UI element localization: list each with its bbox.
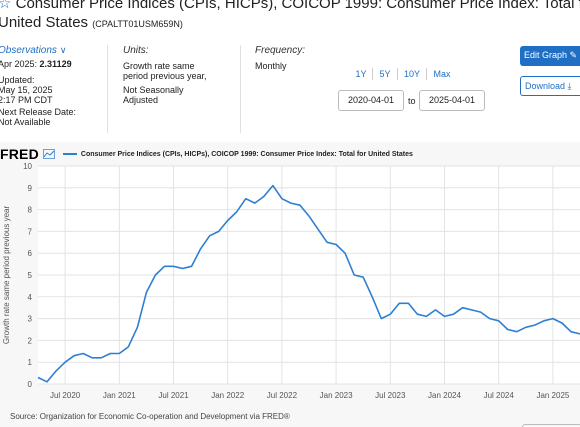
x-tick-label: Jan 2021 — [103, 391, 136, 400]
divider — [107, 45, 108, 133]
edit-graph-label: Edit Graph — [524, 50, 568, 60]
x-tick-label: Jul 2023 — [375, 391, 406, 400]
frequency-panel: Frequency: Monthly — [255, 45, 325, 71]
source-note: Source: Organization for Economic Co-ope… — [10, 412, 290, 421]
next-release-value: Not Available — [0, 117, 51, 127]
x-tick-label: Jan 2024 — [428, 391, 461, 400]
title-line2: United States — [0, 14, 89, 31]
line-chart[interactable]: 0 1 2 3 4 5 6 7 8 9 10 Jul 2020 Jan 2021 Jul 2021 Jan … — [0, 160, 580, 410]
x-tick-label: Jul 2021 — [158, 391, 189, 400]
range-buttons: 1Y 5Y 10Y Max — [350, 68, 480, 80]
next-release-label: Next Release Date: — [0, 107, 77, 117]
chevron-down-icon: ∨ — [59, 45, 67, 55]
x-tick-label: Jul 2020 — [50, 391, 81, 400]
chart-mini-icon — [42, 149, 55, 159]
range-max-button[interactable]: Max — [433, 69, 451, 79]
units-adjust-line1: Not Seasonally — [123, 85, 184, 95]
x-tick-label: Jan 2025 — [536, 391, 569, 400]
units-label: Units: — [123, 45, 149, 56]
edit-icon: ✎ — [569, 50, 578, 60]
y-tick-label: 7 — [28, 227, 33, 236]
observation-value: 2.31129 — [39, 59, 72, 69]
chart-header: FRED Consumer Price Indices (CPIs, HICPs… — [0, 146, 413, 162]
observations-panel: Observations ∨ Apr 2025: 2.31129 Updated… — [0, 45, 98, 127]
legend-swatch — [62, 153, 77, 155]
title-line1: Consumer Price Indices (CPIs, HICPs), CO… — [15, 0, 580, 12]
x-tick-label: Jan 2023 — [320, 391, 353, 400]
observations-dropdown[interactable]: Observations ∨ — [0, 45, 98, 56]
page-title: ☆ Consumer Price Indices (CPIs, HICPs), … — [0, 0, 580, 34]
range-5y-button[interactable]: 5Y — [379, 69, 391, 79]
fred-logo: FRED — [0, 146, 39, 162]
y-tick-label: 4 — [28, 293, 33, 302]
units-value-line2: period previous year, — [123, 71, 207, 81]
units-value-line1: Growth rate same — [123, 61, 195, 71]
share-button[interactable] — [522, 424, 580, 427]
frequency-label: Frequency: — [255, 45, 306, 56]
updated-time: 2:17 PM CDT — [0, 95, 53, 105]
updated-label: Updated: — [0, 75, 35, 85]
to-label: to — [408, 96, 416, 106]
x-tick-label: Jul 2022 — [267, 391, 298, 400]
series-line — [37, 184, 580, 383]
legend-label: Consumer Price Indices (CPIs, HICPs), CO… — [80, 150, 413, 158]
y-tick-label: 3 — [28, 315, 33, 324]
units-panel: Units: Growth rate same period previous … — [123, 45, 233, 105]
series-code: (CPALTT01USM659N) — [92, 19, 183, 29]
download-button[interactable]: Download ⤓ — [520, 76, 580, 96]
x-tick-label: Jul 2024 — [484, 391, 515, 400]
observation-period: Apr 2025: — [0, 59, 38, 69]
y-axis-label: Growth rate same period previous year — [2, 206, 11, 345]
range-10y-button[interactable]: 10Y — [403, 69, 420, 79]
observations-label: Observations — [0, 45, 57, 56]
updated-date: May 15, 2025 — [0, 85, 53, 95]
start-date-input[interactable]: 2020-04-01 — [338, 90, 404, 111]
divider — [240, 45, 241, 133]
y-tick-label: 10 — [23, 162, 32, 171]
download-icon: ⤓ — [567, 81, 572, 91]
y-tick-label: 1 — [28, 358, 33, 367]
x-tick-label: Jan 2022 — [211, 391, 244, 400]
edit-graph-button[interactable]: Edit Graph ✎ — [520, 46, 580, 66]
end-date-input[interactable]: 2025-04-01 — [419, 90, 485, 111]
y-tick-label: 9 — [28, 184, 33, 193]
units-adjust-line2: Adjusted — [123, 95, 159, 105]
y-tick-label: 8 — [28, 206, 33, 215]
frequency-value: Monthly — [255, 61, 287, 71]
download-label: Download — [525, 81, 566, 91]
y-tick-label: 5 — [28, 271, 33, 280]
y-tick-label: 2 — [28, 336, 33, 345]
y-tick-label: 0 — [28, 380, 33, 389]
star-outline-icon[interactable]: ☆ — [0, 0, 12, 12]
range-1y-button[interactable]: 1Y — [355, 69, 367, 79]
y-tick-label: 6 — [28, 249, 33, 258]
